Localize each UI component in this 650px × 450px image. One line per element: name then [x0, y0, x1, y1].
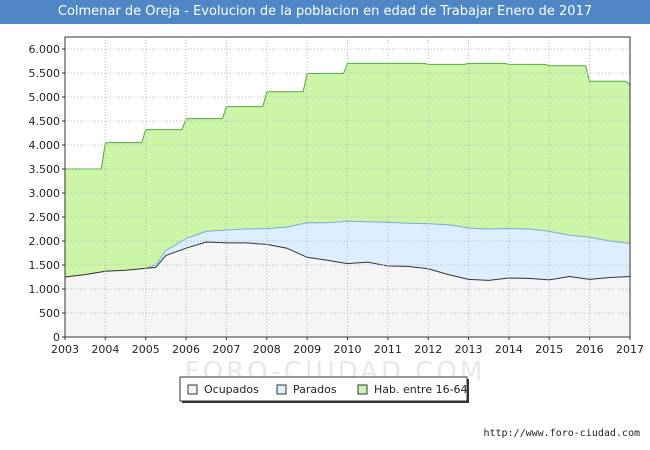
x-tick-label: 2015: [535, 343, 563, 356]
y-tick-label: 2.500: [29, 211, 61, 224]
y-tick-label: 6.000: [29, 43, 61, 56]
line-ocupados: [64, 241, 631, 281]
y-tick-label: 0: [53, 331, 60, 344]
y-tick-label: 1.000: [29, 283, 61, 296]
y-tick-label: 4.500: [29, 115, 61, 128]
y-tick-label: 5.000: [29, 91, 61, 104]
legend: Ocupados Parados Hab. entre 16-64: [179, 376, 469, 403]
line-hab-entre-16-64: [65, 62, 631, 170]
legend-label-ocupados: Ocupados: [204, 383, 259, 396]
x-tick-label: 2005: [132, 343, 160, 356]
y-tick-label: 2.000: [29, 235, 61, 248]
x-tick-label: 2013: [455, 343, 483, 356]
x-tick-label: 2003: [51, 343, 79, 356]
x-tick-label: 2012: [414, 343, 442, 356]
axes: 0 500 1.000 1.500 2.000 2.500 3.000 3.500 4.000 4…: [29, 36, 644, 356]
x-tick-label: 2011: [374, 343, 402, 356]
legend-label-parados: Parados: [293, 383, 337, 396]
x-tick-label: 2008: [253, 343, 281, 356]
y-tick-label: 500: [39, 307, 60, 320]
y-tick-label: 3.000: [29, 187, 61, 200]
x-tick-label: 2010: [334, 343, 362, 356]
legend-swatch-hab-entre-16-64: [357, 384, 368, 395]
source-url[interactable]: http://www.foro-ciudad.com: [483, 428, 640, 439]
population-chart: 0 500 1.000 1.500 2.000 2.500 3.000 3.500 4.000 4…: [29, 36, 644, 403]
y-tick-label: 4.000: [29, 139, 61, 152]
x-tick-label: 2014: [495, 343, 523, 356]
x-tick-label: 2016: [576, 343, 604, 356]
y-tick-label: 3.500: [29, 163, 61, 176]
legend-box: [179, 376, 468, 402]
x-tick-label: 2017: [616, 343, 644, 356]
legend-label-hab-entre-16-64: Hab. entre 16-64: [374, 383, 468, 396]
line-parados: [64, 220, 631, 278]
x-tick-label: 2004: [91, 343, 119, 356]
legend-swatch-ocupados: [187, 384, 198, 395]
x-tick-label: 2006: [172, 343, 200, 356]
legend-swatch-parados: [276, 384, 287, 395]
x-tick-label: 2009: [293, 343, 321, 356]
y-tick-label: 5.500: [29, 67, 61, 80]
y-tick-label: 1.500: [29, 259, 61, 272]
chart-title: Colmenar de Oreja - Evolucion de la pobl…: [0, 0, 650, 24]
x-tick-label: 2007: [212, 343, 240, 356]
